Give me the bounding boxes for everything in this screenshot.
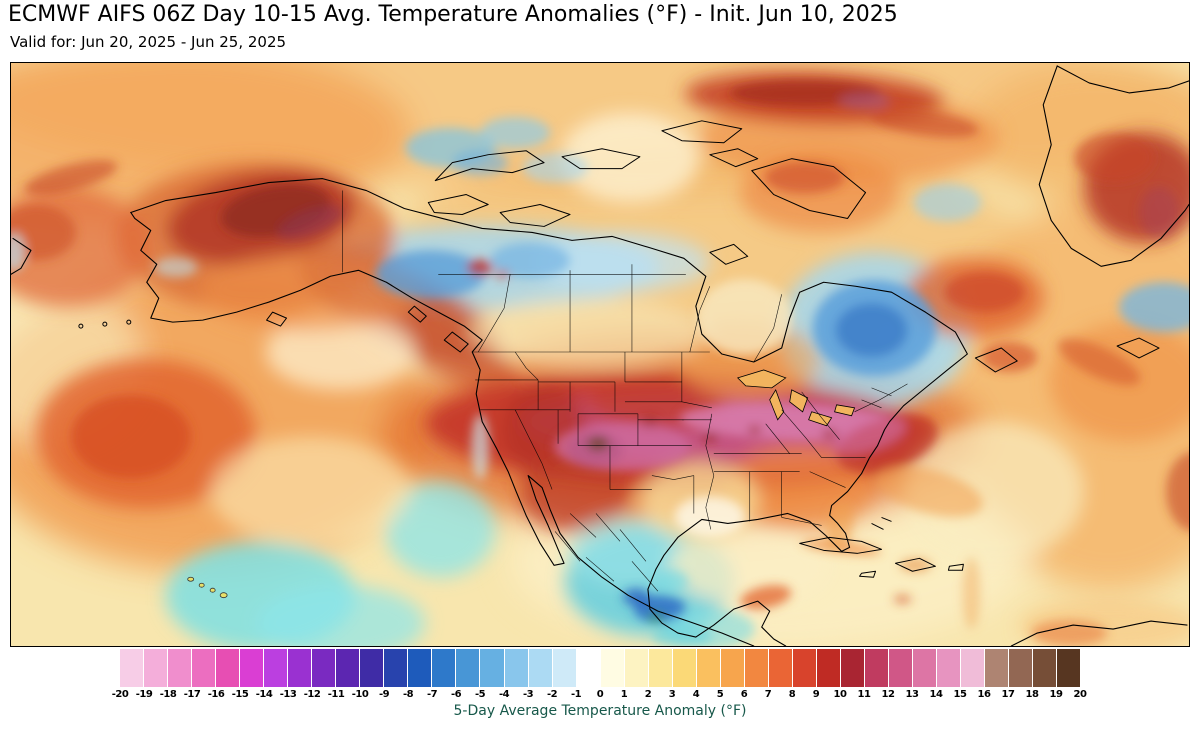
great-lakes (737, 369, 856, 427)
colorbar-cell (528, 649, 552, 687)
colorbar-tick: -19 (135, 689, 153, 700)
colorbar-tick: 14 (929, 689, 943, 700)
colorbar-cell (312, 649, 336, 687)
colorbar-cells (120, 649, 1081, 687)
anomaly-map (11, 63, 1189, 646)
colorbar-label: 5-Day Average Temperature Anomaly (°F) (453, 703, 747, 719)
islands (78, 120, 1160, 578)
colorbar-cell (144, 649, 168, 687)
colorbar-tick: -16 (207, 689, 225, 700)
colorbar-cell (768, 649, 792, 687)
colorbar-cell (600, 649, 624, 687)
valid-period: Valid for: Jun 20, 2025 - Jun 25, 2025 (10, 33, 287, 51)
colorbar-cell (360, 649, 384, 687)
colorbar-tick: -12 (303, 689, 321, 700)
colorbar-tick: -8 (402, 689, 414, 700)
colorbar-tick: -7 (426, 689, 438, 700)
colorbar-cell (792, 649, 816, 687)
colorbar-cell (1009, 649, 1033, 687)
colorbar-tick: 20 (1073, 689, 1087, 700)
colorbar-cell (264, 649, 288, 687)
colorbar-tick: -3 (522, 689, 534, 700)
colorbar-tick: 17 (1001, 689, 1015, 700)
colorbar-tick: 18 (1025, 689, 1039, 700)
colorbar-cell (672, 649, 696, 687)
colorbar-cell (624, 649, 648, 687)
colorbar-cell (552, 649, 576, 687)
colorbar-cell (816, 649, 840, 687)
colorbar-tick: 5 (716, 689, 724, 700)
colorbar-cell (576, 649, 600, 687)
colorbar-cell (288, 649, 312, 687)
colorbar-cell (384, 649, 408, 687)
colorbar-cell (168, 649, 192, 687)
colorbar-cell (1057, 649, 1081, 687)
colorbar-tick: 16 (977, 689, 991, 700)
colorbar-cell (648, 649, 672, 687)
colorbar-cell (480, 649, 504, 687)
colorbar-tick: -1 (570, 689, 582, 700)
colorbar-tick: 3 (668, 689, 676, 700)
colorbar-cell (840, 649, 864, 687)
colorbar-tick: 13 (905, 689, 919, 700)
colorbar-tick: 1 (620, 689, 628, 700)
colorbar-cell (336, 649, 360, 687)
colorbar-cell (696, 649, 720, 687)
colorbar-tick: 12 (881, 689, 895, 700)
map-frame (10, 62, 1190, 647)
colorbar-tick: 9 (812, 689, 820, 700)
colorbar-cell (216, 649, 240, 687)
political-borders (342, 190, 908, 592)
colorbar-tick: 10 (833, 689, 847, 700)
colorbar-tick: -9 (378, 689, 390, 700)
colorbar-tick: -20 (111, 689, 129, 700)
colorbar-tick: 7 (764, 689, 772, 700)
colorbar-tick: -4 (498, 689, 510, 700)
colorbar-tick: -2 (546, 689, 558, 700)
coastlines (11, 65, 1189, 646)
colorbar-tick: -6 (450, 689, 462, 700)
colorbar-tick: 19 (1049, 689, 1063, 700)
colorbar-cell (432, 649, 456, 687)
colorbar-cell (120, 649, 144, 687)
colorbar-cell (864, 649, 888, 687)
colorbar-cell (1033, 649, 1057, 687)
colorbar-cell (408, 649, 432, 687)
colorbar-tick: -13 (279, 689, 297, 700)
colorbar: -20 -19 -18 -17 -16 -15 -14 -13 -12 -11 -10 -9 -8 -7-… (112, 649, 1087, 719)
colorbar-tick: 4 (692, 689, 700, 700)
colorbar-tick: -15 (231, 689, 249, 700)
colorbar-tick: -18 (159, 689, 177, 700)
hawaii-islands (187, 576, 228, 599)
colorbar-cell (240, 649, 264, 687)
map-title: ECMWF AIFS 06Z Day 10-15 Avg. Temperatur… (8, 2, 898, 27)
colorbar-cell (720, 649, 744, 687)
colorbar-tick: -14 (255, 689, 273, 700)
colorbar-tick: 0 (596, 689, 604, 700)
colorbar-tick: -5 (474, 689, 486, 700)
colorbar-cell (192, 649, 216, 687)
colorbar-cell (744, 649, 768, 687)
colorbar-cell (504, 649, 528, 687)
colorbar-tick: 15 (953, 689, 967, 700)
colorbar-cell (985, 649, 1009, 687)
colorbar-tick: 2 (644, 689, 652, 700)
colorbar-cell (889, 649, 913, 687)
colorbar-ticks: -20 -19 -18 -17 -16 -15 -14 -13 -12 -11 -10 -9 -8 -7-… (112, 689, 1087, 702)
colorbar-tick: 8 (788, 689, 796, 700)
colorbar-tick: -11 (327, 689, 345, 700)
colorbar-tick: 6 (740, 689, 748, 700)
colorbar-cell (961, 649, 985, 687)
colorbar-cell (937, 649, 961, 687)
colorbar-tick: -10 (351, 689, 369, 700)
colorbar-cell (456, 649, 480, 687)
colorbar-cell (913, 649, 937, 687)
colorbar-tick: -17 (183, 689, 201, 700)
colorbar-tick: 11 (857, 689, 871, 700)
anomaly-field (11, 63, 1189, 646)
